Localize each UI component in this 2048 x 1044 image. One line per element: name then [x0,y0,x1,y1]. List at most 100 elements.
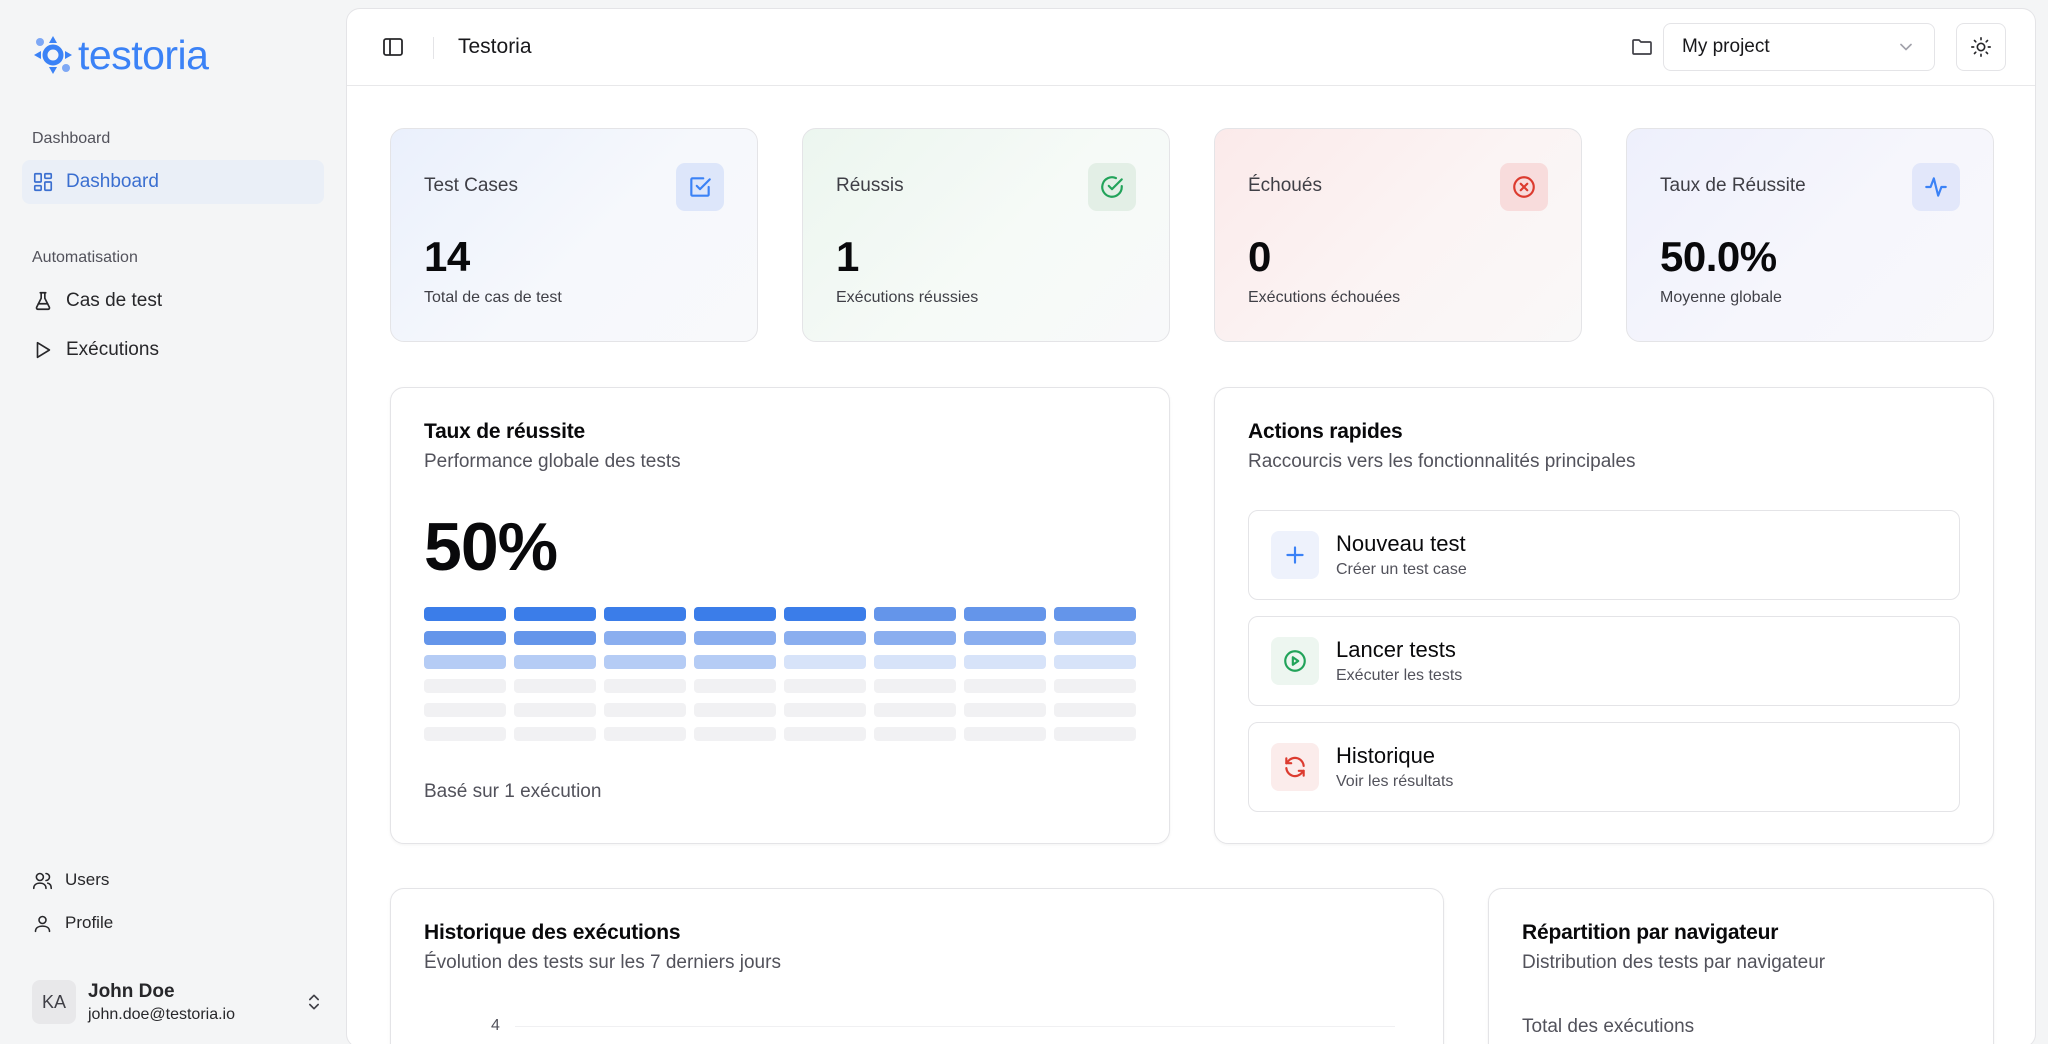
card-subtitle: Évolution des tests sur les 7 derniers j… [424,952,781,973]
sidebar-item-users[interactable]: Users [22,861,324,899]
quick-action-sub: Créer un test case [1336,561,1467,578]
progress-cell [964,607,1046,621]
user-icon [34,915,51,932]
stat-value: 0 [1248,233,1271,280]
sidebar-item-executions[interactable]: Exécutions [22,328,324,372]
progress-cell [784,607,866,621]
stat-card-failed: Échoués 0 Exécutions échouées [1214,128,1582,342]
stat-sub: Exécutions réussies [836,289,979,306]
progress-cell [694,679,776,693]
sidebar-toggle-icon[interactable] [381,35,405,59]
progress-cell [784,679,866,693]
success-percent: 50% [424,509,558,585]
progress-cell [874,727,956,741]
project-select-value: My project [1682,36,1770,57]
check-circle-icon [1088,163,1136,211]
quick-action-run-tests[interactable]: Lancer tests Exécuter les tests [1248,616,1960,706]
check-square-icon [676,163,724,211]
progress-cell [874,679,956,693]
card-title: Taux de réussite [424,420,585,443]
play-circle-icon [1271,637,1319,685]
progress-cell [694,703,776,717]
card-subtitle: Performance globale des tests [424,451,681,472]
plus-icon [1271,531,1319,579]
progress-cell [964,679,1046,693]
quick-actions-card: Actions rapides Raccourcis vers les fonc… [1214,387,1994,844]
progress-cell [424,631,506,645]
sidebar-item-label: Dashboard [66,171,159,192]
progress-cell [694,727,776,741]
progress-cell [874,703,956,717]
quick-action-title: Lancer tests [1336,637,1456,662]
progress-cell [964,703,1046,717]
progress-cell [964,631,1046,645]
progress-cell [1054,679,1136,693]
users-icon [32,872,53,889]
stat-card-passed: Réussis 1 Exécutions réussies [802,128,1170,342]
progress-cell [424,703,506,717]
quick-action-title: Historique [1336,743,1436,768]
progress-cell [784,703,866,717]
stat-value: 1 [836,233,859,280]
sidebar-item-label: Profile [65,913,114,932]
dashboard-grid-icon [33,172,53,192]
sidebar-item-profile[interactable]: Profile [22,904,324,942]
stat-sub: Moyenne globale [1660,289,1782,306]
project-select[interactable]: My project [1663,23,1935,71]
stat-label: Taux de Réussite [1660,175,1806,196]
flask-icon [35,291,51,311]
theme-toggle-button[interactable] [1956,23,2006,71]
progress-cell [604,607,686,621]
sidebar-item-dashboard[interactable]: Dashboard [22,160,324,204]
progress-cell [874,607,956,621]
quick-action-sub: Exécuter les tests [1336,667,1463,684]
success-rate-card: Taux de réussite Performance globale des… [390,387,1170,844]
play-icon [36,341,51,359]
progress-cell [1054,655,1136,669]
total-executions-label: Total des exécutions [1522,1016,1695,1037]
card-subtitle: Distribution des tests par navigateur [1522,952,1826,973]
card-subtitle: Raccourcis vers les fonctionnalités prin… [1248,451,1636,472]
progress-cell [874,655,956,669]
stat-label: Test Cases [424,175,518,196]
logo[interactable]: testoria [32,34,209,76]
success-footer: Basé sur 1 exécution [424,781,602,802]
progress-cell [784,655,866,669]
progress-cell [604,655,686,669]
stat-sub: Exécutions échouées [1248,289,1401,306]
card-title: Répartition par navigateur [1522,921,1779,944]
stat-value: 50.0% [1660,233,1777,280]
quick-action-new-test[interactable]: Nouveau test Créer un test case [1248,510,1960,600]
progress-cell [694,631,776,645]
progress-cell [964,727,1046,741]
progress-cell [964,655,1046,669]
user-email: john.doe@testoria.io [88,1005,235,1023]
refresh-icon [1271,743,1319,791]
progress-cell [784,631,866,645]
folder-icon [1632,39,1652,55]
divider [433,37,434,59]
progress-cell [784,727,866,741]
progress-cell [604,727,686,741]
chevrons-up-down-icon[interactable] [304,992,324,1012]
chevron-down-icon [1900,43,1912,51]
progress-cell [1054,703,1136,717]
user-name: John Doe [88,980,175,1002]
progress-cell [514,679,596,693]
execution-history-card: Historique des exécutions Évolution des … [390,888,1444,1044]
user-menu[interactable]: KA John Doe john.doe@testoria.io [32,974,324,1030]
sidebar-item-label: Exécutions [66,339,159,360]
progress-cell [874,631,956,645]
stat-label: Réussis [836,175,904,196]
progress-cell [1054,631,1136,645]
progress-cell [694,655,776,669]
activity-icon [1912,163,1960,211]
quick-action-title: Nouveau test [1336,531,1466,556]
progress-cell [514,703,596,717]
quick-action-history[interactable]: Historique Voir les résultats [1248,722,1960,812]
progress-cell [424,655,506,669]
quick-action-sub: Voir les résultats [1336,773,1454,790]
main-panel: Testoria My project Test Cases 14 Total … [346,8,2036,1044]
sidebar-item-test-cases[interactable]: Cas de test [22,279,324,323]
browser-distribution-card: Répartition par navigateur Distribution … [1488,888,1994,1044]
